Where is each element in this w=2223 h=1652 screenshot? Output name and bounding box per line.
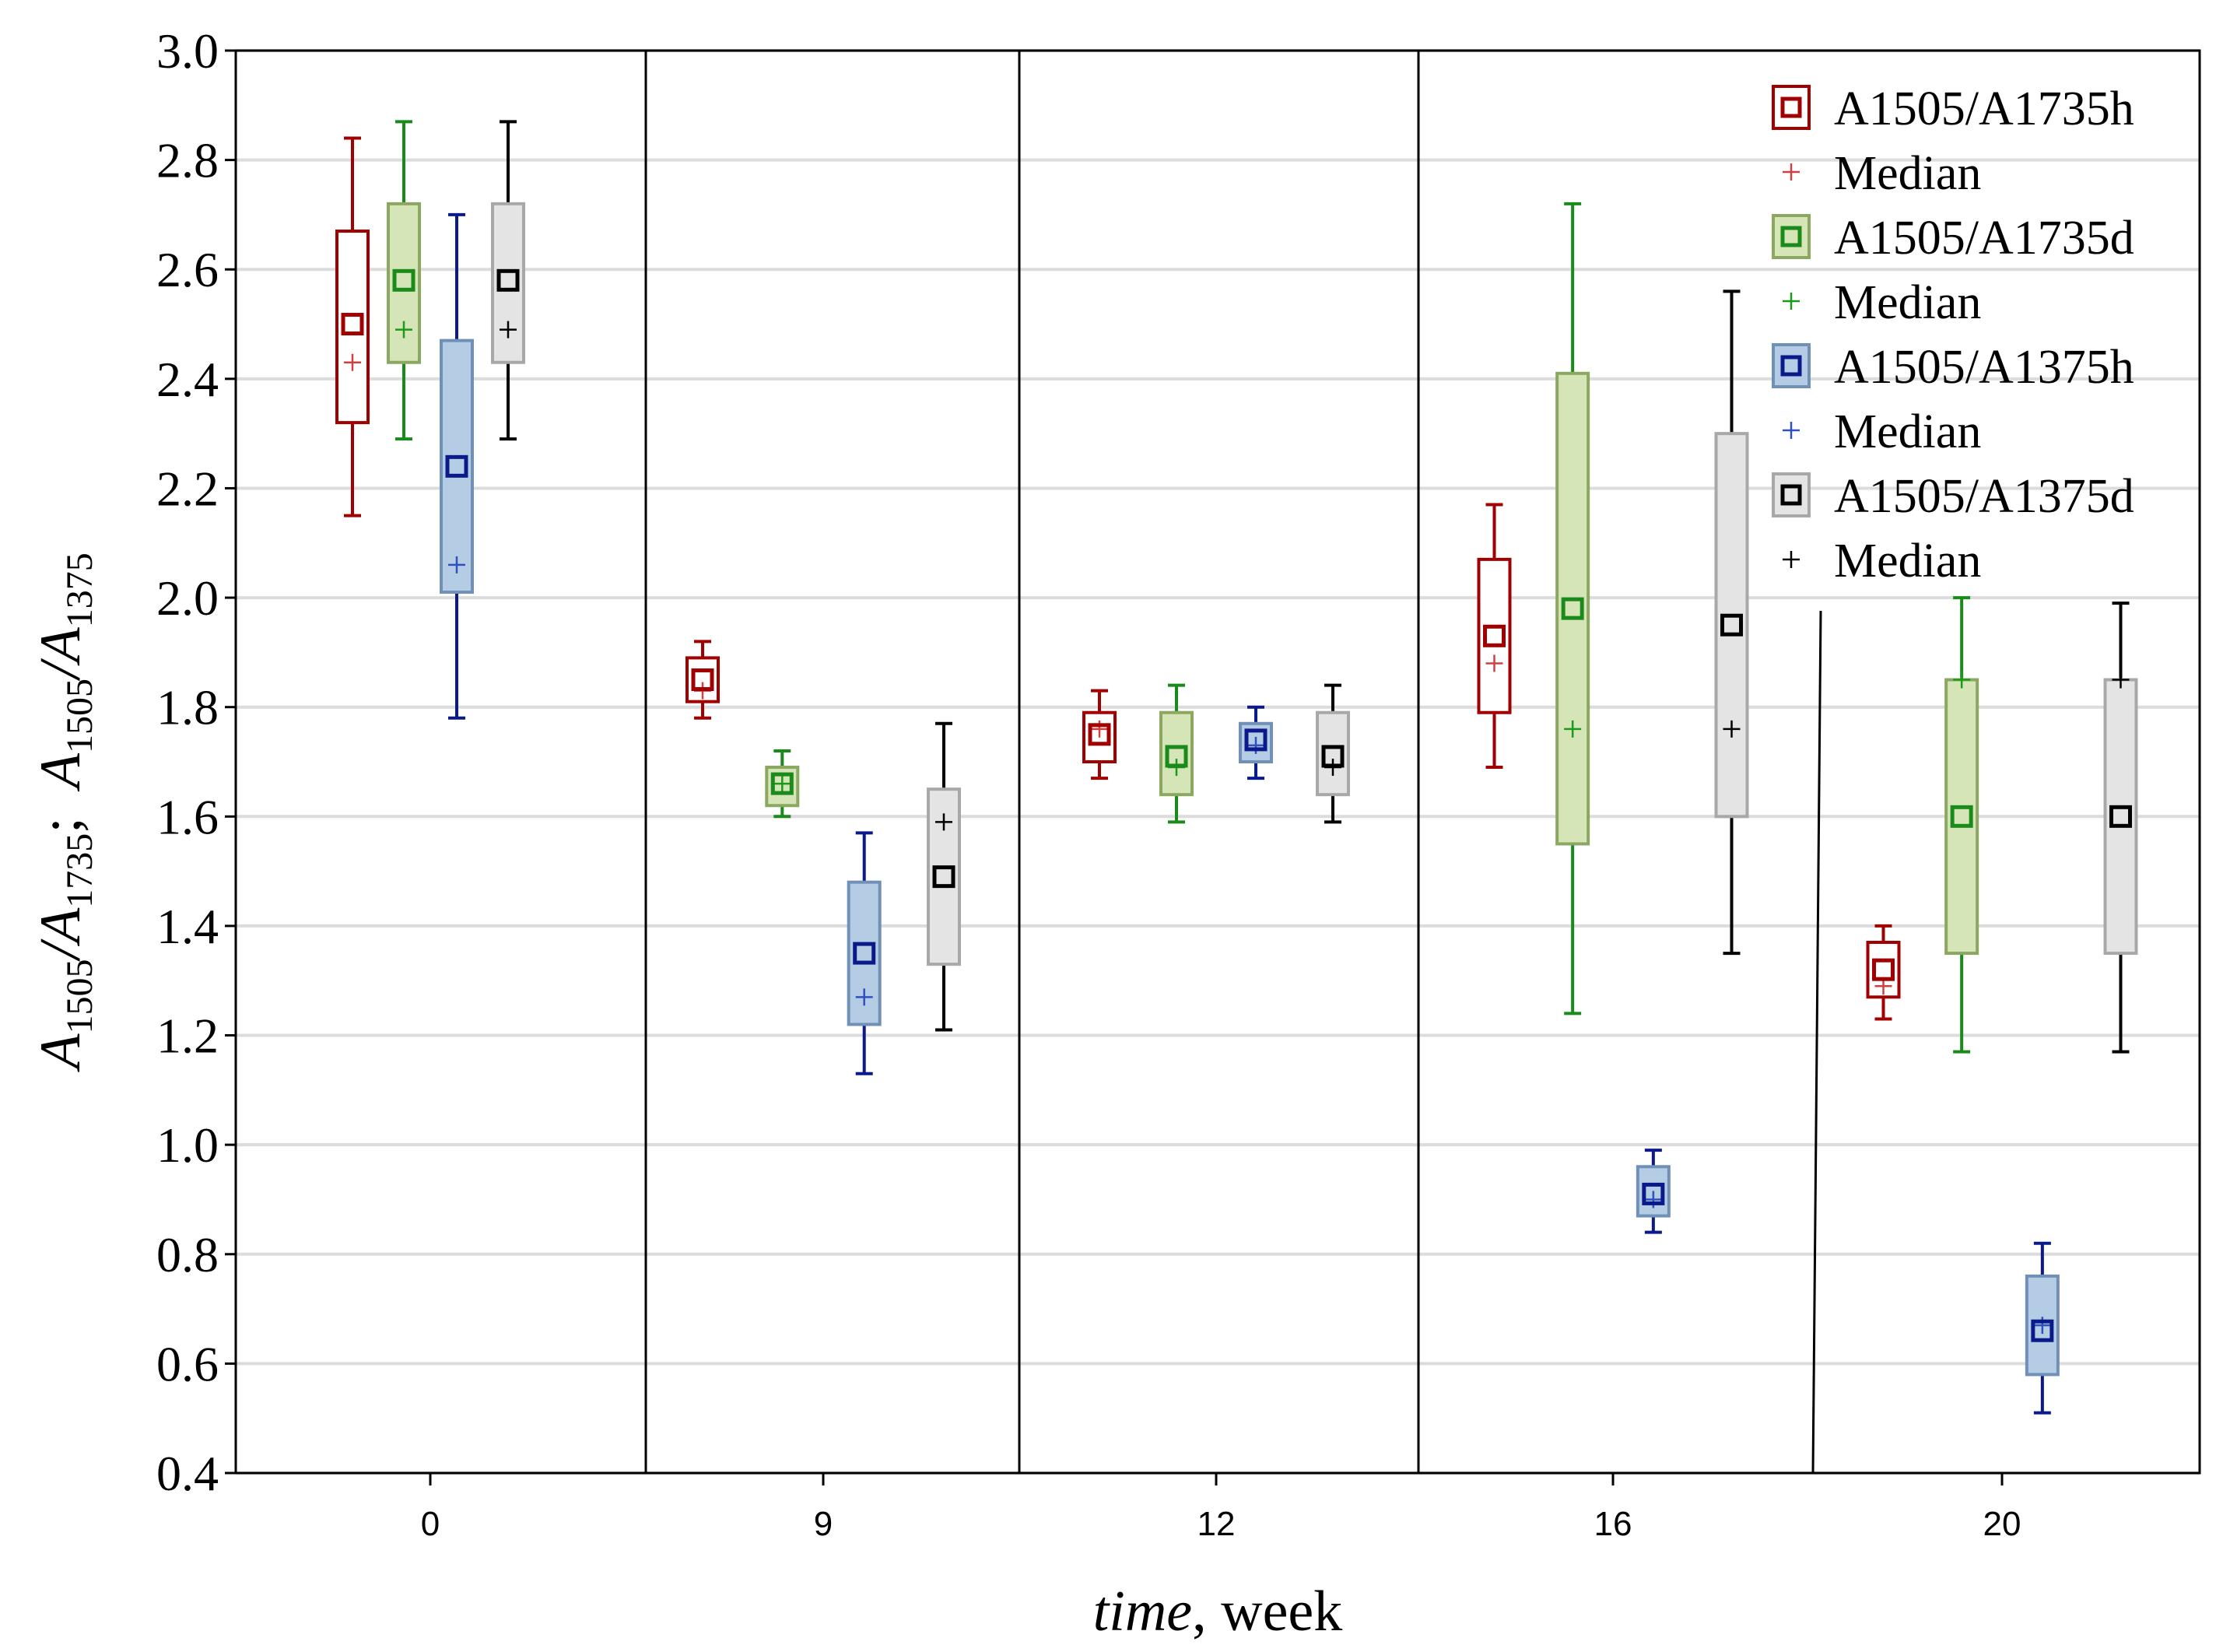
legend-label-median: Median (1834, 405, 1981, 458)
box-3-4 (2103, 602, 2138, 1054)
mean-marker (392, 268, 415, 292)
box-2-4 (2025, 1241, 2060, 1415)
y-axis-title: A1505/A1735; A1505/A1375 (29, 552, 100, 1073)
mean-marker (496, 268, 520, 292)
y-tick-label: 0.4 (156, 1446, 219, 1501)
box-3-1 (927, 721, 961, 1032)
mean-marker (2109, 805, 2132, 828)
mean-marker (691, 668, 714, 692)
legend-box-swatch (1772, 472, 1811, 517)
box-1-3 (1555, 202, 1590, 1015)
y-tick-label: 1.4 (156, 899, 219, 954)
y-tick-label: 2.6 (156, 242, 219, 297)
legend-mean-swatch (1780, 96, 1802, 118)
legend-label-series: A1505/A1375d (1834, 470, 2134, 523)
legend-swatch-2 (1772, 343, 1811, 388)
legend-label-series: A1505/A1735h (1834, 82, 2134, 135)
y-tick-label: 1.8 (156, 680, 219, 735)
mean-marker (1483, 624, 1506, 647)
y-axis-ticks: 0.4 0.6 0.8 1.0 1.2 1.4 1.6 1.8 2.0 2.2 2.4 2.6 2.8 3… (156, 23, 236, 1501)
mean-marker (1720, 613, 1743, 637)
legend-box-swatch (1772, 85, 1811, 130)
box-0-3 (1477, 503, 1512, 770)
legend-mean-swatch (1780, 226, 1802, 247)
y-tick-label: 1.2 (156, 1008, 219, 1064)
y-tick-label: 3.0 (156, 23, 219, 79)
legend-box-swatch (1772, 214, 1811, 259)
mean-marker (1244, 728, 1268, 752)
mean-marker (1088, 723, 1111, 746)
mean-marker (853, 942, 876, 965)
box-1-0 (387, 120, 421, 441)
box-1-4 (1944, 596, 1979, 1054)
mean-marker (770, 772, 794, 795)
mean-marker (1561, 597, 1584, 620)
box-2-0 (440, 212, 474, 720)
box-0-0 (335, 136, 370, 517)
y-tick-label: 2.0 (156, 570, 219, 626)
x-tick-label: 20 (1983, 1505, 2021, 1543)
y-tick-label: 0.8 (156, 1227, 219, 1282)
mean-marker (1950, 805, 1973, 828)
legend: A1505/A1735h Median A1505/A1735d Median A150… (1772, 82, 2134, 587)
y-tick-label: 1.6 (156, 789, 219, 844)
box-0-2 (1082, 689, 1117, 780)
mean-marker (445, 454, 468, 478)
box-2-1 (847, 831, 882, 1075)
legend-swatch-0 (1772, 85, 1811, 130)
box-3-3 (1714, 289, 1749, 956)
legend-box-swatch (1772, 343, 1811, 388)
box-2-3 (1636, 1149, 1671, 1234)
box-1-1 (765, 749, 800, 819)
x-axis-ticks: 0 9 12 16 20 (421, 1473, 2021, 1543)
mean-marker (2031, 1319, 2054, 1342)
group-separator (1811, 610, 1822, 1474)
x-tick-label: 0 (421, 1505, 440, 1543)
mean-marker (341, 313, 364, 336)
mean-marker (1872, 958, 1895, 981)
box-1-2 (1159, 683, 1194, 824)
legend-mean-swatch (1780, 484, 1802, 506)
y-tick-label: 1.0 (156, 1117, 219, 1173)
legend-swatch-1 (1772, 214, 1811, 259)
x-tick-label: 16 (1594, 1505, 1632, 1543)
legend-label-series: A1505/A1375h (1834, 341, 2134, 394)
mean-marker (932, 865, 955, 889)
legend-mean-swatch (1780, 355, 1802, 377)
mean-marker (1321, 745, 1345, 768)
plot-frame (234, 49, 2201, 1475)
box-2-2 (1239, 705, 1273, 780)
group-separators (644, 51, 1822, 1474)
box-3-0 (491, 120, 525, 441)
box-3-2 (1316, 683, 1350, 824)
y-tick-label: 0.6 (156, 1336, 219, 1391)
box-0-1 (685, 640, 720, 720)
legend-label-median: Median (1834, 147, 1981, 200)
x-axis-title: time, week (1093, 1580, 1343, 1643)
mean-marker (1165, 745, 1188, 768)
mean-marker (1642, 1182, 1665, 1205)
legend-label-median: Median (1834, 276, 1981, 329)
box-plot-series (335, 120, 2138, 1415)
legend-label-series: A1505/A1735d (1834, 212, 2134, 265)
y-tick-label: 2.4 (156, 352, 219, 407)
x-tick-label: 9 (814, 1505, 833, 1543)
y-tick-label: 2.2 (156, 461, 219, 516)
box-0-4 (1866, 924, 1901, 1021)
legend-swatch-3 (1772, 472, 1811, 517)
y-tick-label: 2.8 (156, 133, 219, 188)
x-tick-label: 12 (1197, 1505, 1236, 1543)
legend-label-median: Median (1834, 535, 1981, 587)
